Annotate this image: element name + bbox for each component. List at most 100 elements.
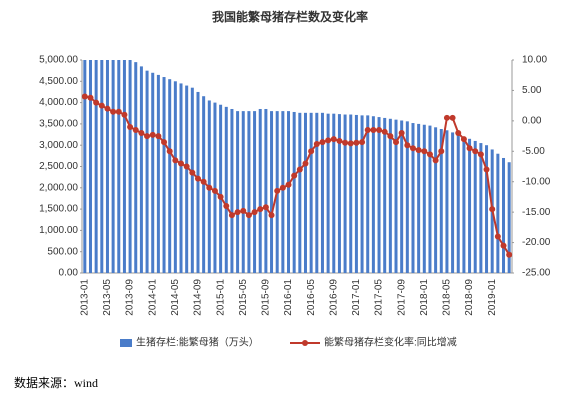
bar [247,111,251,274]
bar [156,74,160,273]
y2-tick-label: -20.00 [522,237,551,248]
x-tick-label: 2014-01 [147,279,158,316]
bar [332,113,336,274]
marker [127,123,134,130]
chart-title: 我国能繁母猪存栏数及变化率 [212,9,368,24]
y-tick-label: 1,500.00 [39,204,78,215]
x-tick-label: 2014-09 [193,279,204,316]
y2-tick-label: -25.00 [522,268,551,279]
bar [451,132,455,273]
marker [149,131,156,138]
bar [417,123,421,274]
marker [87,94,94,101]
bar [128,60,132,273]
bar [264,108,268,274]
marker [262,204,269,211]
marker [172,157,179,164]
marker [183,163,190,170]
marker [438,148,445,155]
marker [415,147,422,154]
bar [502,157,506,273]
bar [383,117,387,273]
bar [236,111,240,274]
marker [393,139,400,146]
marker [342,139,349,146]
marker [370,126,377,133]
x-tick-label: 2016-05 [306,279,317,316]
source-note: 数据来源：wind [14,375,98,390]
marker [144,133,151,140]
x-tick-label: 2017-01 [351,279,362,316]
bar [258,108,262,274]
marker [404,142,411,149]
marker [319,139,326,146]
y-tick-label: 5,000.00 [39,55,78,66]
marker [449,114,456,121]
marker [223,203,230,210]
bar [185,85,189,273]
marker [104,105,111,112]
bar [105,60,109,273]
bar [168,79,172,273]
y-tick-label: 0.00 [59,268,79,279]
y2-tick-label: -15.00 [522,207,551,218]
bar [343,114,347,273]
marker [353,139,360,146]
marker [506,251,513,258]
bar [298,112,302,273]
bar [456,134,460,273]
bar [400,120,404,273]
bar [100,60,104,273]
y-tick-label: 4,500.00 [39,76,78,87]
marker [398,130,405,137]
bar [134,62,138,273]
marker [257,206,264,213]
bar [485,145,489,273]
marker [138,130,145,137]
marker [409,145,416,152]
bar [88,60,92,273]
x-tick-label: 2015-05 [238,279,249,316]
y-tick-label: 2,000.00 [39,182,78,193]
marker [166,148,173,155]
marker [240,207,247,214]
marker [268,212,275,219]
x-tick-label: 2018-01 [419,279,430,316]
x-tick-label: 2017-05 [374,279,385,316]
marker [472,148,479,155]
bar [145,70,149,274]
x-tick-label: 2018-05 [442,279,453,316]
marker [376,126,383,133]
x-tick-label: 2016-01 [283,279,294,316]
y2-tick-label: 5.00 [522,85,542,96]
marker [189,169,196,176]
bar [434,127,438,273]
x-tick-label: 2015-09 [261,279,272,316]
bar [405,121,409,274]
bar [230,108,234,274]
bar [371,116,375,274]
bar [354,114,358,273]
bar [117,60,121,273]
marker [308,148,315,155]
legend-swatch [302,340,308,346]
marker [500,242,507,249]
marker [381,128,388,135]
bar [162,77,166,273]
y2-tick-label: 10.00 [522,55,547,66]
y-tick-label: 3,500.00 [39,119,78,130]
x-tick-label: 2013-09 [125,279,136,316]
bar [496,153,500,273]
bar [111,60,115,273]
bar [253,111,257,274]
bar [366,115,370,273]
marker [217,193,224,200]
legend-swatch [120,339,132,347]
y2-tick-label: -5.00 [522,146,545,157]
y-tick-label: 4,000.00 [39,97,78,108]
marker [455,130,462,137]
x-tick-label: 2014-05 [170,279,181,316]
y-tick-label: 1,000.00 [39,225,78,236]
bar [190,87,194,273]
